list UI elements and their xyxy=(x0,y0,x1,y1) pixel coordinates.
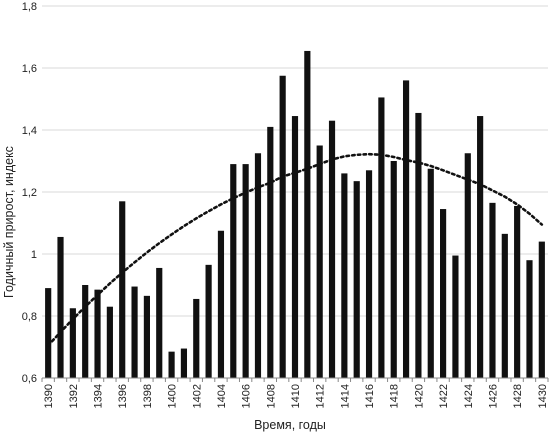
x-tick-label: 1426 xyxy=(487,384,499,408)
x-tick-label: 1414 xyxy=(339,384,351,408)
bar xyxy=(242,164,249,378)
bar xyxy=(230,164,237,378)
bar xyxy=(106,306,113,378)
x-tick-label: 1390 xyxy=(43,384,55,408)
bar xyxy=(477,116,484,379)
bar xyxy=(341,173,348,378)
x-tick-label: 1400 xyxy=(167,384,179,408)
bar xyxy=(415,112,422,378)
bar xyxy=(279,75,286,378)
bar xyxy=(514,205,521,378)
bars xyxy=(45,50,545,379)
bar xyxy=(328,120,336,378)
bar xyxy=(501,233,508,378)
y-tick-label: 0,8 xyxy=(22,311,37,323)
y-tick-label: 1,2 xyxy=(22,187,37,199)
x-tick-label: 1394 xyxy=(93,384,105,408)
bar xyxy=(143,295,150,378)
bar xyxy=(82,285,89,378)
x-tick-label: 1418 xyxy=(389,384,401,408)
bar xyxy=(464,153,471,378)
bar xyxy=(291,116,299,379)
bar xyxy=(156,267,163,378)
x-tick-label: 1406 xyxy=(241,384,253,408)
x-tick-label: 1424 xyxy=(463,384,475,408)
x-tick-label: 1402 xyxy=(191,384,203,408)
y-tick-label: 1,8 xyxy=(22,1,37,13)
x-tick-label: 1430 xyxy=(537,384,549,408)
x-tick-label: 1392 xyxy=(68,384,80,408)
y-axis-title: Годичный прирост, индекс xyxy=(2,146,16,298)
bar xyxy=(353,181,360,378)
bar xyxy=(57,236,64,378)
x-tick-label: 1398 xyxy=(142,384,154,408)
bar xyxy=(217,230,225,378)
x-tick-label: 1396 xyxy=(117,384,129,408)
bar xyxy=(193,298,200,378)
x-tick-labels: 1390 1392 1394 1396 1398 1400 1402 1404 1406 1408… xyxy=(43,384,549,408)
y-tick-label: 1 xyxy=(31,249,37,261)
y-tick-label: 1,4 xyxy=(22,125,37,137)
bar xyxy=(402,80,410,379)
trendline-layer xyxy=(46,152,544,347)
x-tick-label: 1416 xyxy=(364,384,376,408)
x-tick-label: 1410 xyxy=(290,384,302,408)
bar xyxy=(538,241,545,378)
bar xyxy=(452,255,459,378)
bar xyxy=(267,126,274,379)
bar xyxy=(119,201,126,378)
bar xyxy=(205,264,212,378)
bar xyxy=(390,161,397,378)
x-tick-label: 1404 xyxy=(216,384,228,408)
bar xyxy=(489,202,496,378)
y-tick-label: 1,6 xyxy=(22,63,37,75)
x-tick-label: 1420 xyxy=(413,384,425,408)
axes xyxy=(41,377,549,382)
bar xyxy=(94,289,101,378)
bar xyxy=(69,308,76,378)
bar xyxy=(254,153,262,378)
y-tick-label: 0,6 xyxy=(22,373,37,385)
x-tick-label: 1422 xyxy=(438,384,450,408)
bar xyxy=(526,260,533,378)
bar xyxy=(45,288,52,378)
bar xyxy=(316,145,323,378)
bar xyxy=(304,50,311,378)
bar xyxy=(365,170,373,378)
trendline xyxy=(46,152,544,347)
bar xyxy=(131,286,138,378)
bar xyxy=(427,168,434,378)
x-tick-label: 1412 xyxy=(315,384,327,408)
bar xyxy=(378,97,385,378)
bar xyxy=(168,351,175,378)
bar xyxy=(440,209,447,378)
x-axis-title: Время, годы xyxy=(254,418,326,432)
x-tick-label: 1408 xyxy=(265,384,277,408)
bar xyxy=(180,348,188,378)
y-tick-labels: 0,6 0,8 1 1,2 1,4 1,6 1,8 xyxy=(22,1,37,385)
x-tick-label: 1428 xyxy=(512,384,524,408)
